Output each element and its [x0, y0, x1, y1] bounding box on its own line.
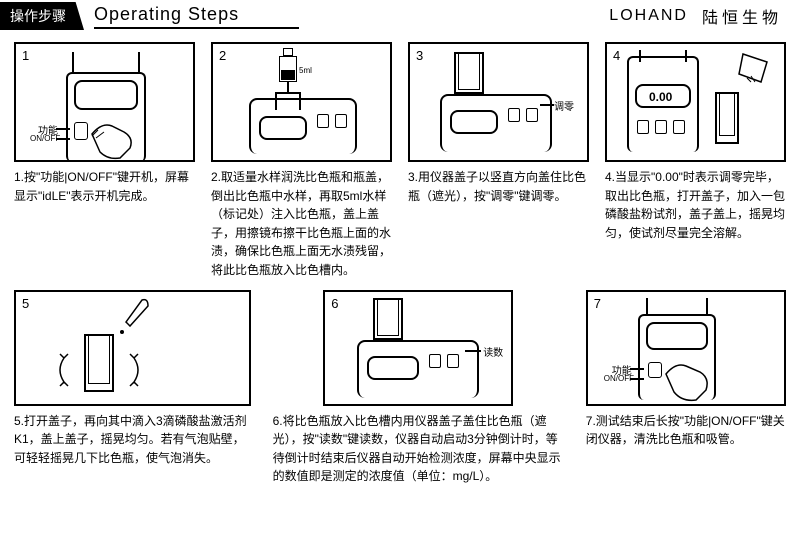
step-4-caption: 4.当显示"0.00"时表示调零完毕，取出比色瓶，打开盖子，加入一包磷酸盐粉试剂… [605, 168, 786, 242]
step-7-figure: 7 功能 ON/OFF [586, 290, 786, 406]
step-7: 7 功能 ON/OFF 7.测试结束后长按"功能|ON/OFF"键关闭仪器，清洗… [586, 290, 786, 486]
finger-icon [664, 358, 718, 404]
header-badge: 操作步骤 [0, 2, 84, 30]
step-7-caption: 7.测试结束后长按"功能|ON/OFF"键关闭仪器，清洗比色瓶和吸管。 [586, 412, 786, 449]
step-1-figure: 1 功能 ON/OFF [14, 42, 195, 162]
step-3: 3 调零 3.用仪器盖子以竖直方向盖住比色瓶（遮光），按"调零"键调零。 [408, 42, 589, 280]
step-5: 5 5.打开盖子，再向其中滴入3滴磷酸盐激活剂K1，盖上盖子，摇晃均匀。若有气泡… [14, 290, 251, 486]
steps-row-2: 5 5.打开盖子，再向其中滴入3滴磷酸盐激活剂K1，盖上盖子，摇晃均匀。若有气泡… [0, 290, 800, 486]
step-2: 2 5ml 2.取适量水样润洗比色瓶和瓶盖，倒出比色瓶中水样，再取5ml水样（标… [211, 42, 392, 280]
step-number: 5 [22, 296, 29, 311]
step-2-figure: 2 5ml [211, 42, 392, 162]
label-read: 读数 [483, 344, 503, 359]
step-number: 7 [594, 296, 601, 311]
step-3-figure: 3 调零 [408, 42, 589, 162]
brand-cn: 陆恒生物 [702, 4, 782, 28]
step-6-caption: 6.将比色瓶放入比色槽内用仪器盖子盖住比色瓶（遮光），按"读数"键读数，仪器自动… [273, 412, 564, 486]
step-number: 2 [219, 48, 226, 63]
step-number: 6 [331, 296, 338, 311]
brand-en: LOHAND [609, 7, 688, 25]
step-number: 4 [613, 48, 620, 63]
step-number: 3 [416, 48, 423, 63]
label-5ml: 5ml [299, 66, 312, 75]
step-2-caption: 2.取适量水样润洗比色瓶和瓶盖，倒出比色瓶中水样，再取5ml水样（标记处）注入比… [211, 168, 392, 280]
step-4-figure: 4 0.00 [605, 42, 786, 162]
step-number: 1 [22, 48, 29, 63]
shake-arrows-icon [56, 342, 142, 398]
label-zero: 调零 [554, 98, 574, 113]
step-1: 1 功能 ON/OFF 1.按"功能|ON/OFF"键开机，屏幕显示"idLE"… [14, 42, 195, 280]
header: 操作步骤 Operating Steps LOHAND 陆恒生物 [0, 0, 800, 32]
header-right: LOHAND 陆恒生物 [609, 4, 800, 28]
step-5-caption: 5.打开盖子，再向其中滴入3滴磷酸盐激活剂K1，盖上盖子，摇晃均匀。若有气泡贴壁… [14, 412, 251, 468]
packet-icon [737, 52, 773, 88]
step-6-figure: 6 读数 [323, 290, 513, 406]
step-6: 6 读数 6.将比色瓶放入比色槽内用仪器盖子盖住比色瓶（遮光），按"读数"键读数… [273, 290, 564, 486]
dropper-icon [108, 296, 152, 340]
step-3-caption: 3.用仪器盖子以竖直方向盖住比色瓶（遮光），按"调零"键调零。 [408, 168, 589, 205]
finger-icon [90, 118, 142, 162]
display-value: 0.00 [649, 90, 672, 104]
header-title: Operating Steps [94, 4, 299, 29]
steps-row-1: 1 功能 ON/OFF 1.按"功能|ON/OFF"键开机，屏幕显示"idLE"… [0, 32, 800, 290]
step-5-figure: 5 [14, 290, 251, 406]
step-1-caption: 1.按"功能|ON/OFF"键开机，屏幕显示"idLE"表示开机完成。 [14, 168, 195, 205]
step-4: 4 0.00 4.当显示"0.00"时表示调零完毕，取出比色瓶，打开盖子，加入一… [605, 42, 786, 280]
